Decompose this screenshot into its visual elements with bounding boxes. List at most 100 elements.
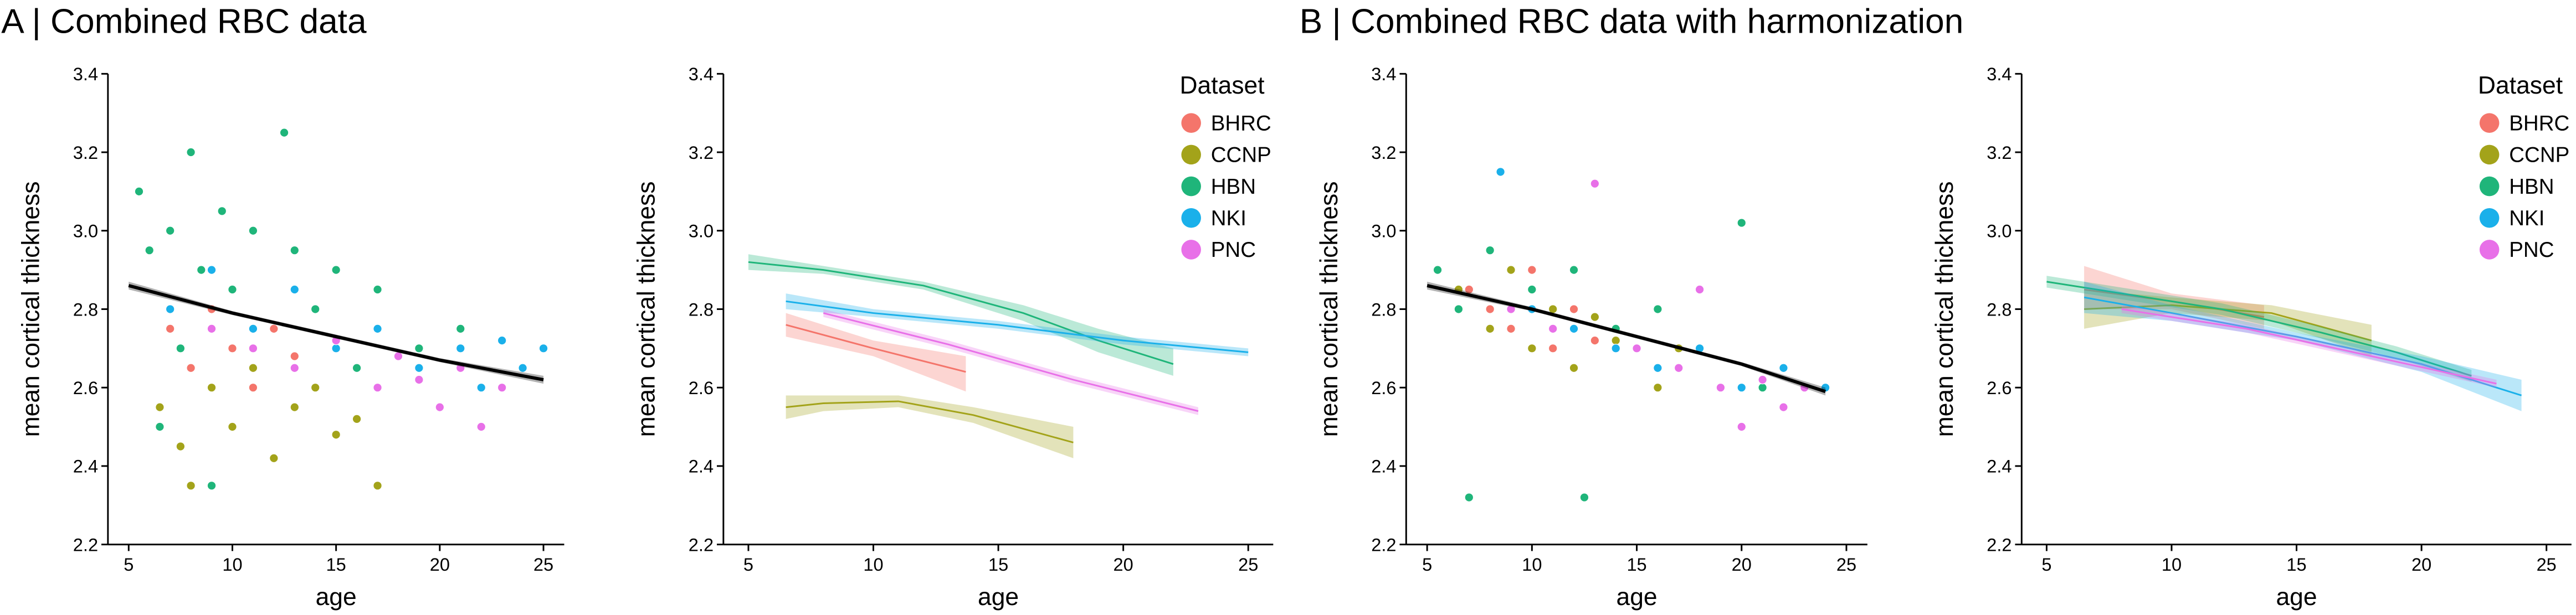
point	[290, 402, 300, 412]
point	[248, 344, 258, 353]
point	[1454, 304, 1464, 314]
point	[290, 352, 300, 361]
y-tick-label: 3.2	[689, 143, 714, 163]
point	[1611, 344, 1621, 353]
point	[1579, 493, 1589, 502]
point	[1758, 375, 1767, 385]
x-tick-label: 5	[124, 555, 134, 575]
x-tick-label: 15	[326, 555, 346, 575]
x-tick-label: 5	[743, 555, 753, 575]
point	[1716, 383, 1726, 392]
x-tick-label: 25	[1238, 555, 1258, 575]
point	[1496, 167, 1505, 177]
x-tick-label: 25	[533, 555, 553, 575]
point	[248, 226, 258, 236]
panel: A | Combined RBC data 2.2 2.4 2.6 2.8 3.0 3.2 3…	[1, 2, 565, 611]
y-tick-label: 3.4	[689, 64, 714, 84]
point	[331, 430, 341, 440]
y-tick-label: 2.6	[1987, 378, 2011, 398]
panel: 2.2 2.4 2.6 2.8 3.0 3.2 3.4 5 10 15 20 25 age mean co…	[1931, 64, 2572, 611]
ci-band	[2046, 276, 2472, 382]
x-tick-label: 20	[2411, 555, 2431, 575]
point	[134, 187, 144, 197]
y-axis-label: mean cortical thickness	[1931, 182, 1958, 437]
y-tick-label: 3.2	[1371, 143, 1396, 163]
y-tick-label: 3.4	[73, 64, 98, 84]
legend-title: Dataset	[1179, 72, 1265, 99]
point	[1506, 324, 1516, 334]
legend-swatch	[2479, 208, 2500, 228]
ci-band	[2084, 266, 2264, 329]
trend-line	[786, 400, 1074, 443]
x-tick-label: 10	[1522, 555, 1542, 575]
point	[279, 128, 289, 137]
point	[207, 383, 217, 392]
fit-line	[128, 284, 544, 381]
legend-title: Dataset	[2478, 72, 2563, 99]
point	[1527, 344, 1537, 353]
point	[1737, 422, 1747, 432]
legend-swatch	[2479, 176, 2500, 197]
x-tick-label: 15	[988, 555, 1008, 575]
point	[1611, 335, 1621, 345]
trend-line	[748, 261, 1174, 365]
point	[1464, 493, 1474, 502]
y-tick-label: 2.2	[1371, 535, 1396, 555]
point	[1779, 402, 1788, 412]
point	[373, 481, 382, 490]
point	[176, 442, 186, 451]
y-tick-label: 2.8	[1371, 299, 1396, 319]
point	[476, 383, 486, 392]
y-tick-label: 2.4	[1371, 457, 1396, 477]
point	[248, 324, 258, 334]
trend-line	[786, 300, 1249, 353]
point	[1527, 285, 1537, 294]
point	[414, 344, 424, 353]
point	[248, 363, 258, 373]
point	[248, 383, 258, 392]
y-tick-label: 2.6	[1371, 378, 1396, 398]
point	[197, 265, 206, 275]
y-tick-label: 2.4	[1987, 457, 2011, 477]
point	[310, 304, 320, 314]
x-tick-label: 15	[2286, 555, 2306, 575]
y-tick-label: 3.4	[1987, 64, 2011, 84]
legend-swatch	[1181, 240, 1201, 260]
legend-label: BHRC	[1211, 112, 1271, 136]
x-axis-label: age	[2276, 583, 2317, 611]
point	[269, 324, 279, 334]
y-tick-label: 2.4	[689, 457, 714, 477]
point	[310, 383, 320, 392]
y-axis-label: mean cortical thickness	[633, 182, 660, 437]
ci-band	[786, 395, 1074, 458]
legend-label: NKI	[2509, 206, 2544, 230]
point	[331, 265, 341, 275]
x-tick-label: 20	[1732, 555, 1752, 575]
legend-swatch	[1181, 144, 1201, 165]
point	[435, 402, 445, 412]
legend-label: HBN	[1211, 175, 1256, 199]
point	[476, 422, 486, 432]
y-tick-label: 2.2	[1987, 535, 2011, 555]
x-tick-label: 10	[222, 555, 242, 575]
ci-band	[2084, 281, 2522, 411]
point	[414, 375, 424, 385]
trend-line	[2046, 281, 2472, 377]
point	[228, 285, 237, 294]
point	[1569, 324, 1579, 334]
y-tick-label: 3.0	[1371, 221, 1396, 241]
point	[1737, 218, 1747, 228]
point	[1548, 344, 1558, 353]
legend-label: CCNP	[1211, 143, 1271, 167]
y-tick-label: 2.2	[689, 535, 714, 555]
point	[497, 335, 507, 345]
point	[1632, 344, 1641, 353]
fit-line	[1426, 284, 1826, 394]
x-tick-label: 15	[1626, 555, 1646, 575]
point	[290, 245, 300, 255]
point	[155, 422, 165, 432]
y-tick-label: 3.0	[73, 221, 98, 241]
y-tick-label: 2.8	[73, 299, 98, 319]
